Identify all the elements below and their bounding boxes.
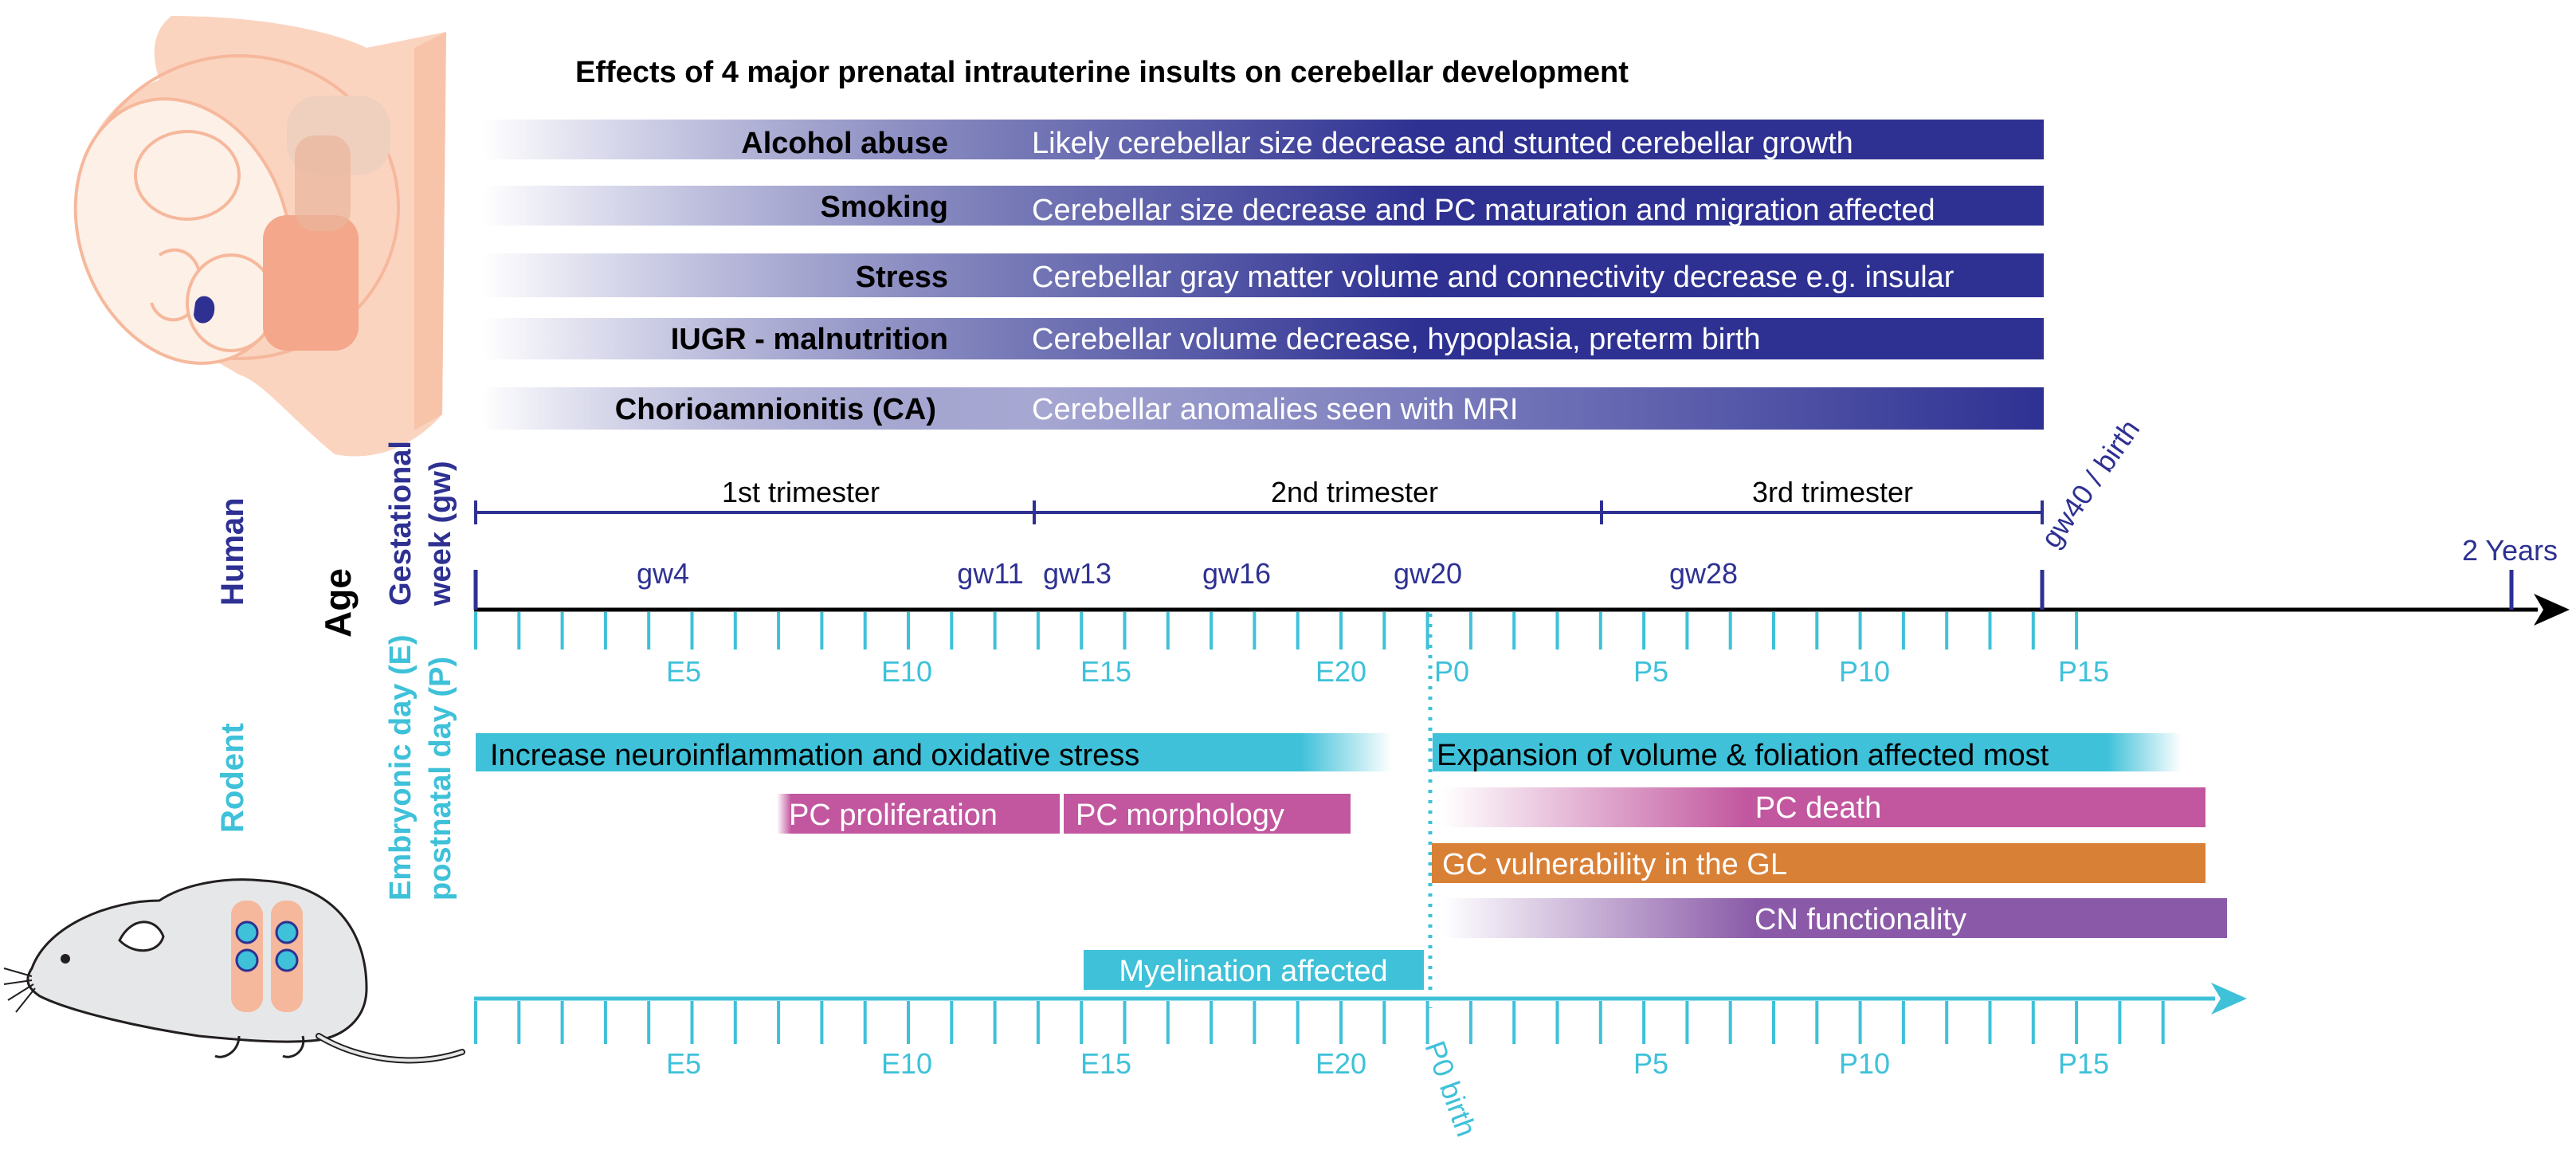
day-label: E20: [1315, 1047, 1366, 1080]
human-axis: gw4 gw11 gw13 gw16 gw20 gw28 gw40 / birt…: [473, 414, 2570, 626]
two-years-label: 2 Years: [2462, 534, 2558, 567]
pc-proliferation-fade: [777, 794, 791, 834]
day-label: P10: [1839, 1047, 1890, 1080]
insult-name: Chorioamnionitis (CA): [615, 393, 936, 426]
insult-row-chorioamnionitis: Chorioamnionitis (CA) Cerebellar anomali…: [482, 387, 2044, 430]
insult-name: IUGR - malnutrition: [671, 323, 948, 356]
rodent-day-ticks-top: [474, 612, 2079, 650]
neuroinflammation-bar: [476, 733, 1392, 771]
day-label: E10: [881, 655, 932, 688]
insult-bar: [482, 387, 2044, 430]
trimester-bracket: 1st trimester 2nd trimester 3rd trimeste…: [474, 476, 2044, 524]
trimester-3-label: 3rd trimester: [1752, 476, 1913, 508]
pc-morphology-bar: [1064, 794, 1351, 834]
insult-name: Alcohol abuse: [741, 127, 948, 160]
insult-bar: [482, 120, 2044, 159]
pregnant-woman-illustration: [73, 16, 447, 457]
trimester-2-label: 2nd trimester: [1271, 476, 1438, 508]
myelination-label: Myelination affected: [1119, 955, 1387, 988]
gc-vulnerability-bar: [1432, 843, 2205, 883]
gw-label: gw28: [1669, 557, 1738, 590]
day-label: P10: [1839, 655, 1890, 688]
rodent-day-ticks-bottom: [474, 1001, 2165, 1044]
rodent-label: Rodent: [215, 723, 250, 833]
human-axis-arrowhead: [2534, 594, 2570, 626]
trimester-1-label: 1st trimester: [722, 476, 880, 508]
insult-effect: Likely cerebellar size decrease and stun…: [1032, 127, 1853, 160]
insult-effect: Cerebellar anomalies seen with MRI: [1032, 393, 1518, 426]
embryonic-label-line1: Embryonic day (E): [384, 634, 418, 901]
cn-functionality-bar: [1442, 898, 2227, 938]
age-label: Age: [317, 568, 359, 638]
pc-proliferation-bar: [777, 794, 1060, 834]
day-label: P5: [1633, 1047, 1668, 1080]
day-label: P0: [1434, 655, 1469, 688]
insult-rows: Alcohol abuse Likely cerebellar size dec…: [482, 120, 2044, 430]
day-label: E15: [1080, 655, 1131, 688]
rodent-axis-arrowhead: [2211, 983, 2247, 1015]
insult-row-stress: Stress Cerebellar gray matter volume and…: [482, 253, 2044, 297]
birth-label: gw40 / birth: [2034, 414, 2146, 554]
diagram-title: Effects of 4 major prenatal intrauterine…: [575, 56, 1629, 89]
expansion-label: Expansion of volume & foliation affected…: [1437, 739, 2049, 772]
mouse-illustration: [3, 878, 465, 1064]
rodent-axis: [474, 983, 2247, 1015]
human-label: Human: [215, 497, 250, 606]
insult-effect: Cerebellar gray matter volume and connec…: [1032, 261, 1955, 294]
day-label: E5: [666, 1047, 701, 1080]
p0-birth-label: P0 birth: [1418, 1037, 1483, 1141]
pc-morphology-label: PC morphology: [1076, 799, 1284, 832]
insult-row-alcohol: Alcohol abuse Likely cerebellar size dec…: [482, 120, 2044, 160]
day-label: E20: [1315, 655, 1366, 688]
gc-vulnerability-label: GC vulnerability in the GL: [1442, 848, 1787, 881]
gw-label: gw20: [1394, 557, 1462, 590]
rodent-day-labels-top: E5 E10 E15 E20 P0 P5 P10 P15: [666, 655, 2109, 688]
day-label: P15: [2058, 1047, 2109, 1080]
gestational-label-line2: week (gw): [424, 461, 457, 606]
gw-label: gw16: [1202, 557, 1271, 590]
insult-bar: [482, 253, 2044, 297]
expansion-bar: [1433, 733, 2182, 771]
cn-functionality-label: CN functionality: [1755, 903, 1966, 936]
pc-proliferation-label: PC proliferation: [789, 799, 998, 832]
gestational-label-line1: Gestational: [384, 441, 418, 606]
insult-row-smoking: Smoking Cerebellar size decrease and PC …: [482, 186, 2044, 227]
myelination-bar: [1084, 950, 1424, 990]
day-label: E5: [666, 655, 701, 688]
insult-bar: [482, 186, 2044, 226]
insult-row-iugr: IUGR - malnutrition Cerebellar volume de…: [482, 318, 2044, 359]
rodent-day-labels-bottom: E5 E10 E15 E20 P0 birth P5 P10 P15: [666, 1037, 2109, 1141]
pc-death-bar: [1442, 787, 2205, 827]
pc-death-label: PC death: [1755, 791, 1881, 825]
insult-name: Smoking: [821, 190, 948, 224]
day-label: P5: [1633, 655, 1668, 688]
gw-label: gw4: [637, 557, 689, 590]
insult-name: Stress: [856, 261, 948, 294]
insult-effect: Cerebellar size decrease and PC maturati…: [1032, 194, 1935, 227]
gw-label: gw11: [957, 557, 1023, 590]
day-label: E15: [1080, 1047, 1131, 1080]
rodent-effect-bars: Increase neuroinflammation and oxidative…: [476, 733, 2227, 990]
insult-bar: [482, 318, 2044, 359]
day-label: E10: [881, 1047, 932, 1080]
gw-label: gw13: [1043, 557, 1112, 590]
neuroinflammation-label: Increase neuroinflammation and oxidative…: [490, 739, 1139, 772]
insult-effect: Cerebellar volume decrease, hypoplasia, …: [1032, 323, 1761, 356]
embryonic-label-line2: postnatal day (P): [424, 657, 457, 901]
day-label: P15: [2058, 655, 2109, 688]
